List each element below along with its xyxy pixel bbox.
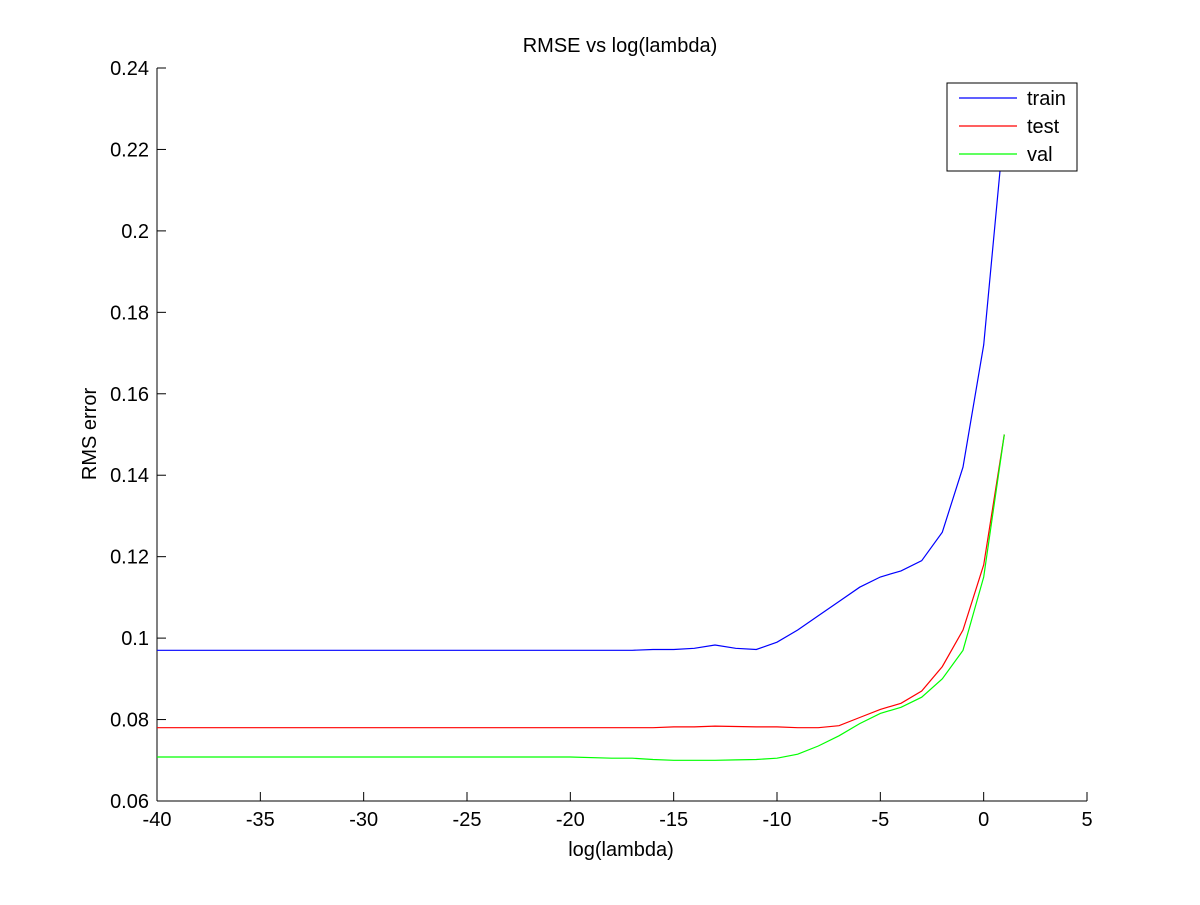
y-tick-label: 0.12 — [110, 547, 149, 569]
x-tick-label: 5 — [1081, 809, 1092, 831]
series-line-val — [157, 434, 1005, 761]
series-line-test — [157, 434, 1005, 729]
x-tick-label: -35 — [246, 809, 275, 831]
legend-label-test: test — [1027, 116, 1060, 138]
y-tick-label: 0.22 — [110, 139, 149, 161]
y-tick-label: 0.2 — [121, 221, 149, 243]
legend-label-val: val — [1027, 144, 1053, 166]
y-tick-label: 0.16 — [110, 384, 149, 406]
y-tick-label: 0.18 — [110, 302, 149, 324]
y-tick-label: 0.14 — [110, 465, 149, 487]
chart-title: RMSE vs log(lambda) — [523, 35, 718, 57]
plot-background — [157, 68, 1087, 801]
x-tick-label: -20 — [556, 809, 585, 831]
y-tick-label: 0.06 — [110, 791, 149, 813]
legend-label-train: train — [1027, 88, 1066, 110]
x-tick-label: -5 — [871, 809, 889, 831]
x-tick-label: 0 — [978, 809, 989, 831]
y-axis-title: RMS error — [79, 388, 101, 481]
y-tick-label: 0.1 — [121, 628, 149, 650]
x-tick-label: -40 — [143, 809, 172, 831]
y-tick-label: 0.08 — [110, 710, 149, 732]
legend: train test val — [946, 82, 1078, 172]
series-line-train — [157, 124, 1005, 651]
y-tick-label: 0.24 — [110, 58, 149, 80]
x-axis-title: log(lambda) — [568, 839, 674, 861]
plot-area: -40 -35 -30 -25 -20 -15 -10 -5 0 5 0.06 0.08 0.1 0.12… — [110, 58, 1093, 831]
x-tick-label: -25 — [453, 809, 482, 831]
x-tick-label: -10 — [763, 809, 792, 831]
x-tick-label: -30 — [349, 809, 378, 831]
x-tick-label: -15 — [659, 809, 688, 831]
